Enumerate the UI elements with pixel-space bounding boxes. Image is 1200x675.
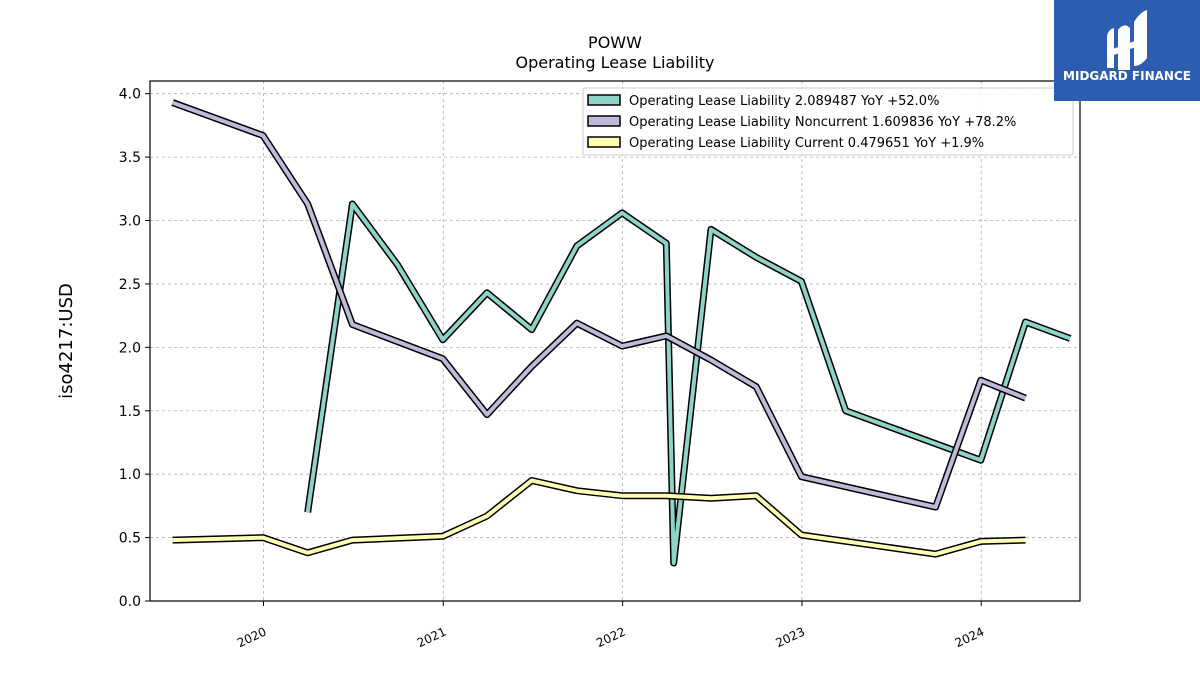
x-axis: 2020 2021 2022 2023 2024 [235,601,986,650]
y-tick-label: 1.0 [119,467,141,483]
legend-entry: Operating Lease Liability Noncurrent 1.6… [629,115,1016,130]
x-tick-label: 2022 [594,625,628,651]
legend-entry: Operating Lease Liability Current 0.4796… [629,136,984,151]
y-tick-label: 3.5 [119,150,141,166]
legend-swatch [587,115,621,127]
logo-mark-icon [1107,10,1147,70]
series-line [171,100,1027,510]
logo: MIDGARD FINANCE [1054,0,1200,101]
y-tick-label: 0.0 [119,594,141,610]
x-tick-label: 2024 [953,625,987,651]
x-tick-label: 2023 [773,625,807,651]
x-tick-label: 2021 [415,625,449,651]
legend-swatch [587,94,621,106]
y-tick-label: 3.0 [119,214,141,230]
series-line [172,478,1026,557]
legend: Operating Lease Liability 2.089487 YoY +… [582,87,1074,156]
legend-swatch [587,136,621,148]
series-line [305,202,1071,565]
chart-subtitle: Operating Lease Liability [515,53,714,72]
y-tick-label: 2.0 [119,340,141,356]
y-tick-label: 2.5 [119,277,141,293]
series-1 [171,99,1027,511]
logo-wordmark: MIDGARD FINANCE [1063,69,1191,83]
series-line-outline [304,200,1072,567]
chart-title: POWW [588,33,642,52]
y-axis: 0.0 0.5 1.0 1.5 2.0 2.5 3.0 3.5 4.0 [119,87,150,610]
series-0 [304,200,1072,567]
legend-box [582,87,1074,156]
y-tick-label: 0.5 [119,531,141,547]
series-line-outline [171,99,1027,511]
series-layer [171,99,1072,567]
x-tick-label: 2020 [235,625,269,651]
legend-entry: Operating Lease Liability 2.089487 YoY +… [629,94,939,109]
y-tick-label: 1.5 [119,404,141,420]
plot-frame [149,80,1081,602]
y-tick-label: 4.0 [119,87,141,103]
series-2 [172,477,1026,558]
y-axis-label: iso4217:USD [56,283,77,399]
